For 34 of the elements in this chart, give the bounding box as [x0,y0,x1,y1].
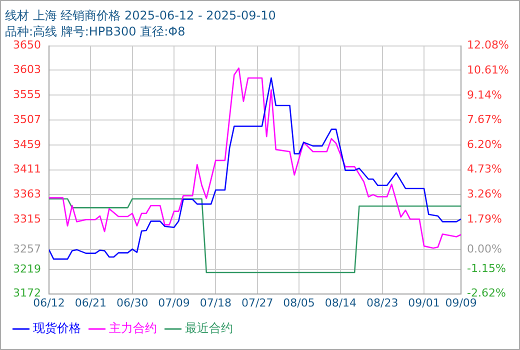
x-tick-label: 07/18 [200,296,232,310]
y-tick-label: 3459 [12,138,41,151]
legend-label: 主力合约 [109,321,157,336]
y2-tick-label: 4.73% [467,162,502,176]
x-tick-label: 08/14 [324,296,357,310]
y2-tick-label: -1.15% [467,262,506,275]
x-tick-label: 09/01 [408,296,440,310]
y2-tick-label: 10.61% [467,63,510,76]
y-tick-label: 3603 [12,63,41,76]
y2-tick-label: 7.67% [467,113,502,126]
x-tick-label: 07/27 [241,296,274,310]
x-tick-label: 08/23 [366,296,398,310]
y2-tick-label: 9.14% [467,88,502,102]
legend-label: 最近合约 [185,321,233,336]
x-tick-label: 08/05 [283,296,315,310]
y2-tick-label: 12.08% [467,38,510,52]
y-tick-label: 3219 [12,262,41,276]
y2-tick-label: 6.20% [467,138,502,151]
chart-title: 线材 上海 经销商价格 2025-06-12 - 2025-09-10 [5,8,276,22]
y-tick-label: 3507 [12,112,41,126]
y-tick-label: 3411 [12,162,41,176]
y2-tick-label: 1.79% [467,212,502,226]
y-tick-label: 3257 [12,242,41,256]
y2-tick-label: 0.00% [467,242,502,256]
y-tick-label: 3315 [12,212,41,226]
y-tick-label: 3555 [12,88,41,101]
chart-subtitle: 品种:高线 牌号:HPB300 直径:Φ8 [5,24,186,39]
y2-tick-label: 3.26% [467,187,502,200]
x-tick-label: 06/30 [116,296,148,310]
y-tick-label: 3363 [12,188,41,201]
x-tick-label: 06/21 [74,296,107,310]
legend-label: 现货价格 [33,321,81,336]
y-tick-label: 3650 [12,38,41,52]
x-tick-label: 07/09 [158,296,190,310]
